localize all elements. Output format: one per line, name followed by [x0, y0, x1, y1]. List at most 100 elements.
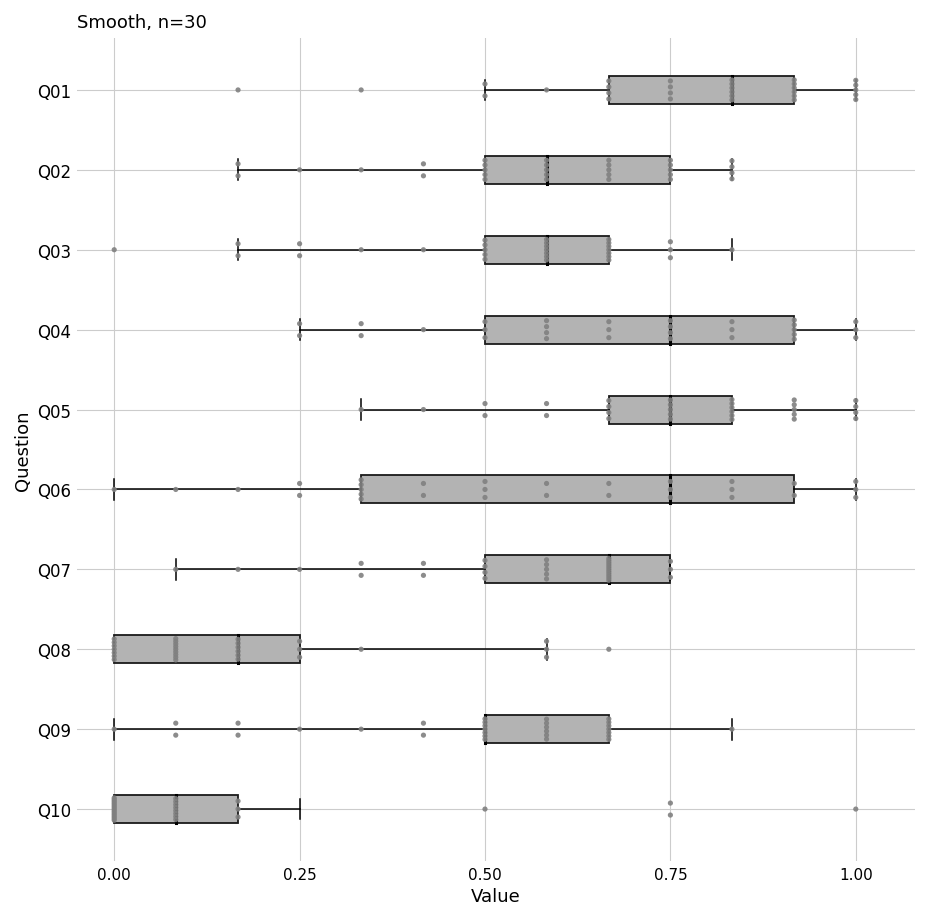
Bar [608, 77, 793, 105]
Point [230, 652, 245, 667]
Point [786, 85, 801, 100]
Point [230, 249, 245, 264]
Point [354, 722, 368, 737]
Point [663, 86, 677, 101]
Point [600, 236, 615, 251]
Point [847, 406, 862, 421]
Point [107, 635, 122, 650]
Point [786, 323, 801, 337]
Point [724, 491, 739, 505]
Point [663, 562, 677, 577]
Point [168, 810, 183, 824]
Point [724, 77, 739, 92]
Point [107, 790, 122, 805]
Point [663, 153, 677, 168]
Point [724, 404, 739, 419]
Point [538, 732, 553, 747]
Point [538, 84, 553, 98]
Point [416, 403, 431, 417]
Point [291, 237, 306, 252]
Point [107, 642, 122, 657]
Point [538, 158, 553, 173]
Point [538, 724, 553, 739]
Point [663, 554, 677, 569]
Point [477, 802, 492, 817]
Point [107, 794, 122, 809]
Point [291, 642, 306, 657]
Point [724, 409, 739, 424]
Point [538, 477, 553, 492]
Point [354, 487, 368, 502]
Point [477, 89, 492, 104]
Point [230, 802, 245, 817]
Point [354, 164, 368, 178]
Point [663, 413, 677, 427]
Point [291, 722, 306, 737]
Point [354, 84, 368, 98]
Point [663, 808, 677, 823]
Point [538, 153, 553, 168]
Point [724, 172, 739, 187]
Point [724, 160, 739, 175]
Point [600, 564, 615, 579]
Point [107, 813, 122, 828]
Point [600, 240, 615, 255]
Point [477, 315, 492, 330]
Point [724, 82, 739, 96]
Point [600, 561, 615, 575]
Point [230, 169, 245, 184]
Point [600, 246, 615, 261]
Point [168, 650, 183, 664]
Point [786, 313, 801, 328]
Point [477, 77, 492, 92]
Point [600, 715, 615, 730]
Point [477, 719, 492, 733]
Point [600, 553, 615, 568]
Point [538, 326, 553, 341]
Point [600, 573, 615, 588]
Point [168, 716, 183, 731]
Point [600, 722, 615, 737]
Point [538, 716, 553, 731]
Point [786, 74, 801, 88]
Point [107, 482, 122, 497]
Point [600, 331, 615, 346]
Point [416, 323, 431, 337]
Point [107, 722, 122, 737]
Point [663, 326, 677, 341]
Point [538, 246, 553, 261]
Point [477, 323, 492, 337]
Point [168, 637, 183, 652]
Point [416, 489, 431, 504]
Point [786, 333, 801, 347]
Point [416, 716, 431, 731]
Point [354, 329, 368, 344]
Point [416, 477, 431, 492]
Point [538, 164, 553, 178]
Point [847, 323, 862, 337]
Point [538, 236, 553, 251]
Bar [484, 715, 608, 743]
Point [786, 398, 801, 413]
Point [354, 482, 368, 497]
Point [416, 157, 431, 172]
Point [724, 482, 739, 497]
Point [291, 634, 306, 649]
Point [168, 640, 183, 654]
Point [600, 711, 615, 726]
Point [847, 491, 862, 505]
Point [107, 800, 122, 815]
Point [354, 473, 368, 488]
Point [477, 572, 492, 586]
Point [538, 250, 553, 265]
Point [600, 489, 615, 504]
Point [663, 482, 677, 497]
Point [107, 652, 122, 667]
Point [538, 650, 553, 664]
Point [724, 315, 739, 330]
Point [107, 803, 122, 818]
Point [291, 477, 306, 492]
Point [230, 562, 245, 577]
Point [354, 568, 368, 583]
Point [107, 646, 122, 661]
